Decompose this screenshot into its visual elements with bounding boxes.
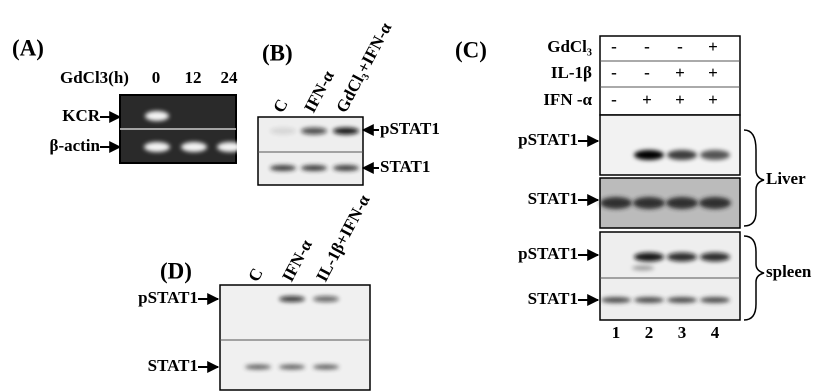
band	[333, 128, 359, 135]
brace	[744, 236, 764, 320]
panel-label: (C)	[455, 37, 487, 62]
lane-label: 24	[221, 68, 239, 87]
panel-label: (D)	[160, 258, 192, 283]
lane-label: 12	[185, 68, 202, 87]
band-label: pSTAT1	[518, 130, 578, 149]
treatment-sign: -	[611, 63, 617, 82]
band	[600, 197, 632, 209]
panel-label: (A)	[12, 35, 44, 60]
band	[634, 253, 664, 262]
treatment-sign: +	[708, 63, 718, 82]
band	[667, 253, 697, 262]
brace	[744, 130, 764, 226]
blot-frame	[258, 117, 363, 185]
treatment-table	[600, 36, 740, 115]
lane-label: 0	[152, 68, 161, 87]
lane-label: GdCl₃+IFN-α	[332, 19, 395, 116]
panel-label: (B)	[262, 40, 293, 65]
lane-number: 3	[678, 323, 687, 342]
treatment-sign: -	[611, 37, 617, 56]
lane-number: 2	[645, 323, 654, 342]
band	[700, 297, 730, 303]
treatment-name: IFN -α	[543, 90, 592, 109]
band	[699, 197, 731, 209]
treatment-sign: -	[644, 63, 650, 82]
band-label: STAT1	[148, 356, 198, 375]
band	[279, 296, 305, 302]
treatment-sign: +	[675, 63, 685, 82]
band	[333, 165, 359, 171]
lane-label: C	[269, 96, 292, 116]
band	[270, 128, 296, 135]
band-label: pSTAT1	[138, 288, 198, 307]
band	[700, 253, 730, 262]
treatment-sign: -	[677, 37, 683, 56]
lane-label: IFN-α	[278, 236, 316, 285]
band-label: STAT1	[528, 189, 578, 208]
band	[301, 165, 327, 171]
band-label: STAT1	[528, 289, 578, 308]
treatment-sign: -	[644, 37, 650, 56]
body: (A)GdCl3(h)01224KCRβ-actin(B)CIFN-αGdCl₃…	[0, 0, 826, 392]
band	[245, 365, 271, 370]
band	[279, 365, 305, 370]
band	[601, 297, 631, 303]
page: {"panel_a": {"label": "(A)", "row_label"…	[0, 0, 826, 392]
band	[313, 365, 339, 370]
lane-label: C	[244, 265, 267, 285]
blot-frame	[600, 232, 740, 320]
lane-number: 4	[711, 323, 720, 342]
lane-label: IL-1β+IFN-α	[312, 191, 374, 284]
band	[313, 296, 339, 302]
band	[144, 142, 170, 152]
blot-frame	[600, 115, 740, 175]
band	[634, 150, 664, 160]
tissue-label: Liver	[766, 169, 806, 188]
band-label: STAT1	[380, 157, 430, 176]
band	[301, 128, 327, 135]
band	[700, 150, 730, 160]
treatment-sign: +	[642, 90, 652, 109]
row-label: GdCl3(h)	[60, 68, 129, 87]
band	[217, 142, 243, 152]
band	[632, 266, 654, 271]
band	[270, 165, 296, 171]
band	[145, 111, 169, 121]
treatment-sign: +	[675, 90, 685, 109]
treatment-name: GdCl₃	[547, 37, 592, 56]
lane-label: IFN-α	[300, 67, 338, 116]
treatment-sign: +	[708, 37, 718, 56]
treatment-name: IL-1β	[551, 63, 592, 82]
band-label: KCR	[62, 106, 101, 125]
band	[181, 142, 207, 152]
band-label: pSTAT1	[380, 119, 440, 138]
band	[667, 297, 697, 303]
band-label: β-actin	[49, 136, 100, 155]
band	[633, 197, 665, 209]
treatment-sign: +	[708, 90, 718, 109]
band	[634, 297, 664, 303]
tissue-label: spleen	[766, 262, 812, 281]
treatment-sign: -	[611, 90, 617, 109]
band-label: pSTAT1	[518, 244, 578, 263]
band	[666, 197, 698, 209]
lane-number: 1	[612, 323, 621, 342]
figure: (A)GdCl3(h)01224KCRβ-actin(B)CIFN-αGdCl₃…	[0, 0, 826, 392]
band	[667, 150, 697, 160]
